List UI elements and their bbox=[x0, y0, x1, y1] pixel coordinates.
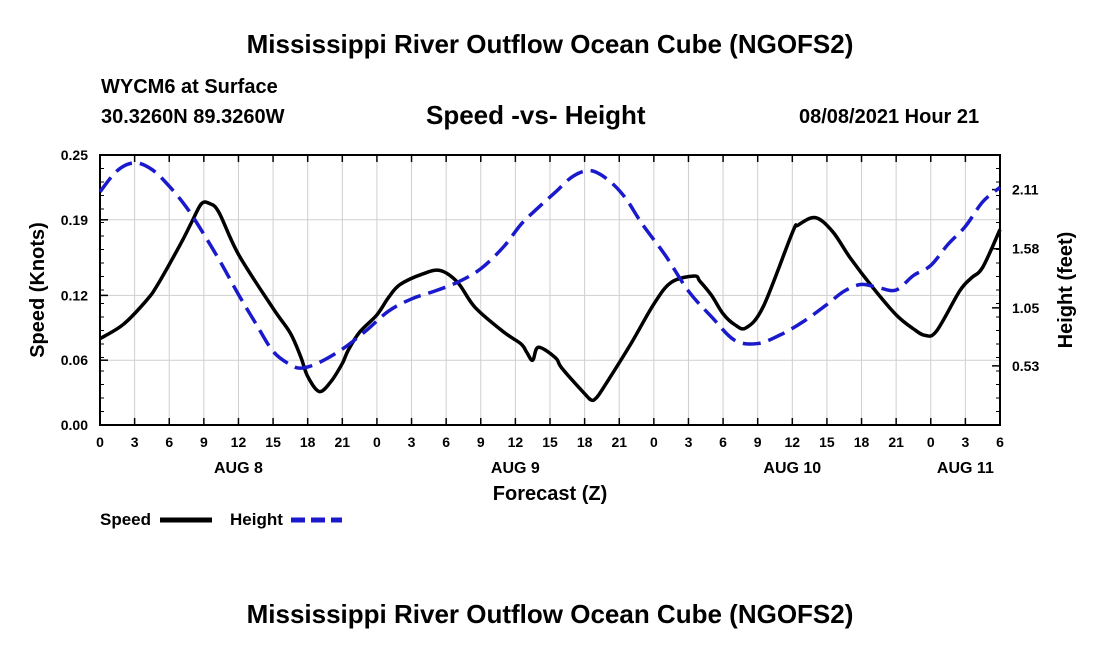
x-tick-label: 21 bbox=[611, 434, 627, 450]
station-label: WYCM6 at Surface bbox=[101, 76, 278, 98]
x-tick-label: 9 bbox=[477, 434, 485, 450]
date-label: AUG 9 bbox=[491, 460, 540, 477]
x-tick-label: 12 bbox=[508, 434, 524, 450]
y-left-tick-label: 0.12 bbox=[61, 287, 88, 303]
y-axis-right-title: Height (feet) bbox=[1055, 232, 1077, 349]
legend-height-label: Height bbox=[230, 510, 283, 529]
x-tick-label: 15 bbox=[542, 434, 558, 450]
date-label: AUG 10 bbox=[763, 460, 821, 477]
x-tick-label: 3 bbox=[408, 434, 416, 450]
y-right-tick-label: 2.11 bbox=[1012, 182, 1039, 198]
legend-speed-label: Speed bbox=[100, 510, 151, 529]
x-tick-label: 6 bbox=[996, 434, 1004, 450]
x-tick-label: 3 bbox=[685, 434, 693, 450]
y-right-tick-label: 1.05 bbox=[1012, 300, 1039, 316]
legend: Speed Height bbox=[100, 510, 342, 529]
x-tick-label: 15 bbox=[265, 434, 281, 450]
x-tick-label: 6 bbox=[165, 434, 173, 450]
series-speed-line bbox=[99, 200, 1002, 403]
x-tick-label: 18 bbox=[854, 434, 870, 450]
x-tick-label: 0 bbox=[650, 434, 658, 450]
x-tick-label: 12 bbox=[231, 434, 247, 450]
x-tick-label: 6 bbox=[442, 434, 450, 450]
station-coords: 30.3260N 89.3260W bbox=[101, 106, 285, 128]
series-lines bbox=[98, 161, 1002, 403]
y-right-tick-label: 0.53 bbox=[1012, 358, 1039, 374]
x-tick-label: 6 bbox=[719, 434, 727, 450]
x-tick-label: 3 bbox=[131, 434, 139, 450]
x-tick-label: 0 bbox=[927, 434, 935, 450]
date-label: AUG 8 bbox=[214, 460, 263, 477]
chart-title-bottom: Mississippi River Outflow Ocean Cube (NG… bbox=[246, 599, 854, 629]
x-tick-label: 0 bbox=[373, 434, 381, 450]
x-tick-label: 15 bbox=[819, 434, 835, 450]
y-left-tick-label: 0.06 bbox=[61, 352, 88, 368]
x-tick-label: 18 bbox=[577, 434, 593, 450]
tick-labels: 0 3 6 9 12 15 18 21 0 3 6 9 12 15 18 21 0 3 6 9 12 15 18 21 0 3 6A… bbox=[61, 147, 1040, 477]
y-right-tick-label: 1.58 bbox=[1012, 241, 1039, 257]
x-tick-label: 0 bbox=[96, 434, 104, 450]
y-left-tick-label: 0.00 bbox=[61, 417, 88, 433]
x-tick-label: 9 bbox=[200, 434, 208, 450]
x-tick-label: 3 bbox=[961, 434, 969, 450]
forecast-datetime: 08/08/2021 Hour 21 bbox=[799, 106, 980, 128]
x-tick-label: 21 bbox=[335, 434, 351, 450]
y-left-tick-label: 0.19 bbox=[61, 212, 88, 228]
chart-subtitle: Speed -vs- Height bbox=[426, 100, 646, 130]
y-left-tick-label: 0.25 bbox=[61, 147, 88, 163]
x-axis-title: Forecast (Z) bbox=[493, 483, 607, 505]
chart-title-top: Mississippi River Outflow Ocean Cube (NG… bbox=[246, 29, 854, 59]
x-tick-label: 21 bbox=[888, 434, 904, 450]
y-axis-left-title: Speed (Knots) bbox=[27, 222, 49, 358]
x-tick-label: 18 bbox=[300, 434, 316, 450]
series-height-line bbox=[98, 161, 1002, 370]
x-tick-label: 9 bbox=[754, 434, 762, 450]
x-tick-label: 12 bbox=[785, 434, 801, 450]
date-label: AUG 11 bbox=[937, 460, 994, 477]
